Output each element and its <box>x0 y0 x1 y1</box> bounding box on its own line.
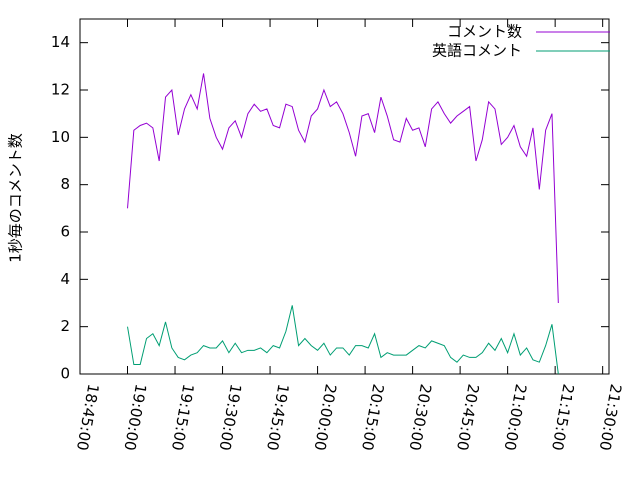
x-tick-label: 20:00:00 <box>311 383 340 452</box>
x-tick-label: 21:15:00 <box>548 383 577 452</box>
x-tick-label: 18:45:00 <box>73 383 102 452</box>
x-tick-label: 19:30:00 <box>215 383 244 452</box>
series-line <box>127 73 559 304</box>
y-tick-label: 12 <box>51 81 70 99</box>
y-tick-label: 10 <box>51 128 70 146</box>
y-tick-label: 0 <box>60 365 70 383</box>
x-tick-label: 21:00:00 <box>501 383 530 452</box>
x-tick-label: 20:45:00 <box>453 383 482 452</box>
x-tick-label: 20:15:00 <box>358 383 387 452</box>
series-line <box>127 305 559 375</box>
y-tick-label: 8 <box>60 175 70 193</box>
x-tick-label: 19:00:00 <box>120 383 149 452</box>
y-tick-label: 2 <box>60 317 70 335</box>
legend-label: 英語コメント <box>432 42 522 60</box>
x-tick-label: 21:30:00 <box>596 383 625 452</box>
y-tick-label: 4 <box>60 270 70 288</box>
plot-border <box>79 18 610 375</box>
y-tick-label: 6 <box>60 223 70 241</box>
x-tick-label: 19:45:00 <box>263 383 292 452</box>
x-tick-label: 20:30:00 <box>406 383 435 452</box>
legend-label: コメント数 <box>447 23 522 41</box>
x-tick-label: 19:15:00 <box>168 383 197 452</box>
y-axis-label: 1秒毎のコメント数 <box>7 133 25 263</box>
y-tick-label: 14 <box>51 33 70 51</box>
